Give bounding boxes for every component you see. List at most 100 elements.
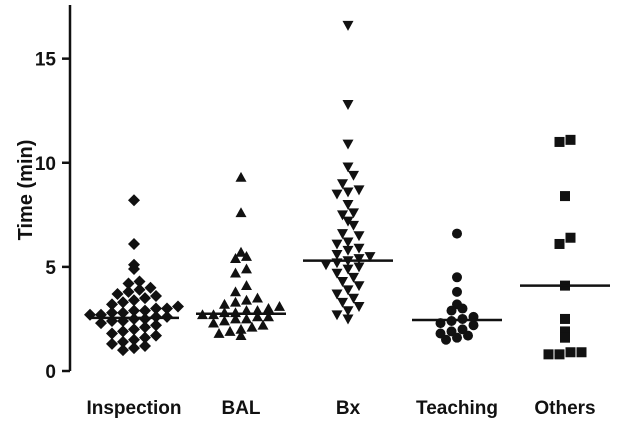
- y-tick-label: 10: [35, 154, 56, 175]
- data-point: [348, 272, 359, 283]
- data-point: [342, 216, 354, 227]
- y-tick-label: 15: [35, 50, 57, 71]
- data-point: [565, 347, 576, 358]
- data-point: [560, 326, 570, 337]
- data-point: [560, 332, 570, 343]
- data-point: [150, 302, 162, 315]
- data-point: [554, 238, 565, 249]
- data-point: [133, 275, 146, 288]
- data-point: [452, 286, 462, 297]
- data-point: [452, 228, 462, 239]
- data-point: [565, 232, 576, 243]
- data-point: [208, 317, 219, 328]
- data-point: [139, 331, 151, 344]
- data-point: [128, 262, 140, 275]
- data-point: [342, 200, 354, 210]
- data-point: [560, 191, 570, 202]
- data-point: [117, 306, 129, 319]
- data-point: [263, 303, 274, 313]
- data-point: [230, 313, 241, 324]
- data-point: [554, 136, 565, 147]
- data-point: [106, 298, 118, 311]
- data-point: [128, 194, 140, 207]
- data-point: [95, 317, 107, 330]
- data-point: [235, 323, 247, 334]
- data-point: [133, 283, 146, 296]
- data-point: [452, 332, 462, 343]
- data-point: [457, 303, 468, 314]
- data-point: [337, 179, 348, 190]
- data-point: [139, 321, 151, 334]
- data-point: [150, 319, 162, 332]
- data-point: [246, 321, 258, 332]
- data-point: [139, 340, 151, 353]
- data-point: [576, 347, 587, 358]
- data-point: [353, 254, 365, 265]
- data-point: [342, 187, 354, 198]
- data-point: [219, 298, 230, 309]
- data-point: [353, 281, 365, 292]
- data-point: [342, 306, 354, 317]
- data-point: [128, 333, 140, 346]
- data-point: [139, 292, 151, 305]
- data-point: [128, 294, 140, 307]
- data-point: [565, 134, 576, 145]
- data-point: [161, 302, 173, 315]
- data-point: [441, 334, 451, 345]
- data-point: [106, 306, 118, 319]
- data-point: [252, 292, 263, 303]
- data-point: [122, 285, 135, 298]
- data-point: [364, 252, 376, 262]
- data-point: [348, 293, 359, 304]
- data-point: [150, 290, 162, 303]
- x-category-label: BAL: [221, 398, 260, 419]
- data-point: [241, 250, 252, 261]
- data-point: [342, 237, 354, 248]
- data-point: [353, 262, 365, 273]
- data-point: [230, 267, 241, 278]
- data-point: [342, 314, 354, 325]
- data-point: [139, 304, 151, 317]
- data-point: [241, 263, 252, 274]
- data-point: [117, 325, 129, 338]
- data-point: [554, 349, 565, 360]
- data-point: [241, 280, 252, 291]
- x-category-label: Others: [534, 398, 595, 419]
- data-point: [117, 335, 129, 348]
- y-tick-label: 5: [45, 258, 56, 279]
- data-point: [331, 249, 343, 260]
- median-lines: [89, 259, 610, 322]
- data-point: [463, 330, 473, 341]
- data-point: [122, 277, 135, 290]
- data-point: [106, 327, 118, 340]
- data-point: [337, 210, 348, 221]
- data-point: [342, 162, 354, 173]
- data-point: [117, 296, 129, 309]
- data-point: [331, 189, 343, 200]
- data-point: [128, 323, 140, 336]
- data-point: [235, 207, 247, 218]
- data-point: [128, 342, 140, 355]
- data-point: [128, 304, 140, 317]
- data-point: [353, 185, 365, 196]
- data-point: [331, 289, 343, 300]
- data-point: [342, 139, 354, 150]
- data-point: [128, 237, 140, 250]
- y-axis-title: Time (min): [15, 140, 37, 241]
- data-point: [468, 320, 479, 331]
- data-point: [348, 220, 359, 231]
- data-point: [348, 170, 359, 181]
- data-point: [342, 100, 354, 110]
- x-category-label: Inspection: [86, 398, 181, 419]
- data-point: [241, 313, 252, 324]
- data-point: [337, 229, 348, 240]
- data-point: [219, 315, 230, 326]
- data-point: [106, 337, 118, 350]
- data-point: [342, 20, 354, 31]
- data-point: [543, 349, 554, 360]
- data-point: [235, 171, 247, 182]
- x-category-label: Bx: [336, 398, 361, 419]
- data-points: [84, 20, 587, 360]
